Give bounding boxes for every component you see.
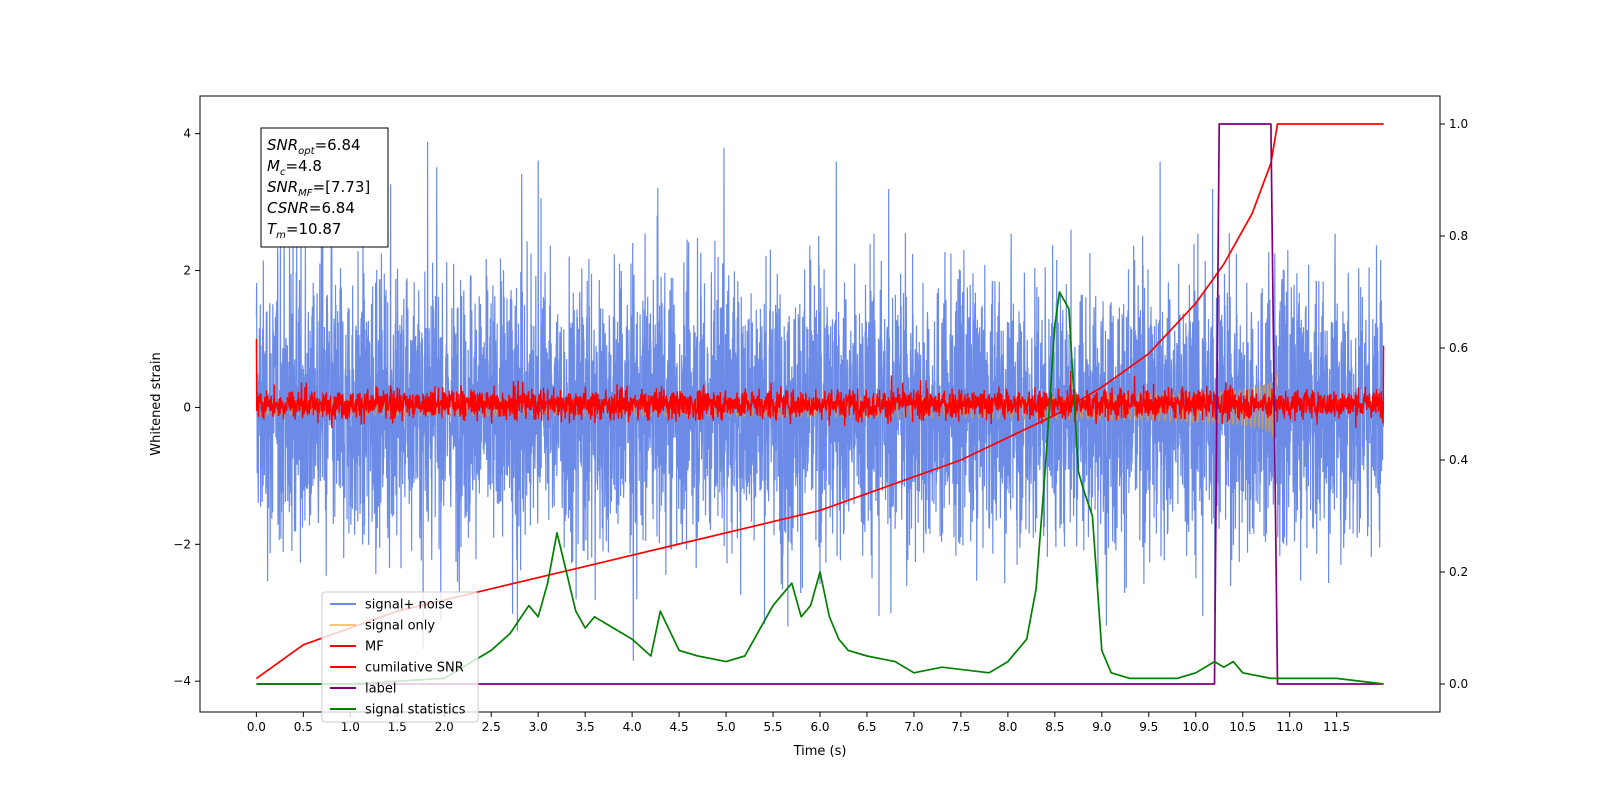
x-axis: 0.0 0.5 1.0 1.5 2.0 2.5 3.0 3.5 4.0 4.5 5.0 5.5 6.0 6… xyxy=(247,712,1350,734)
series-mf xyxy=(255,338,1385,429)
series-mf-line xyxy=(255,338,1385,429)
y2-tick-label: 0.8 xyxy=(1449,229,1468,243)
series-signal-noise-line xyxy=(255,141,1385,661)
y2-tick-label: 1.0 xyxy=(1449,117,1468,131)
x-axis-label: Time (s) xyxy=(793,744,847,759)
legend-entry: cumilative SNR xyxy=(365,661,464,676)
x-tick-label: 6.5 xyxy=(857,720,876,734)
x-tick-label: 1.0 xyxy=(341,720,360,734)
annotation-frame xyxy=(260,127,389,248)
series-signal-statistics xyxy=(256,291,1384,685)
x-tick-label: 5.5 xyxy=(763,720,782,734)
legend-entry: signal statistics xyxy=(365,703,466,718)
y2-tick-label: 0.2 xyxy=(1449,565,1468,579)
series-signal-statistics-line xyxy=(256,291,1384,685)
x-tick-label: 10.5 xyxy=(1229,720,1256,734)
legend-entry: signal only xyxy=(365,619,435,634)
y-tick-label: −2 xyxy=(173,537,191,551)
x-tick-label: 5.0 xyxy=(717,720,736,734)
y2-tick-label: 0.4 xyxy=(1449,453,1468,467)
x-tick-label: 6.0 xyxy=(810,720,829,734)
y-tick-label: 0 xyxy=(183,400,191,414)
y-axis-label: Whitened strain xyxy=(149,352,164,455)
legend: signal+ noise signal only MF cumilative SNR… xyxy=(321,591,479,723)
x-tick-label: 2.5 xyxy=(482,720,501,734)
x-tick-label: 4.5 xyxy=(670,720,689,734)
legend-frame xyxy=(321,591,479,723)
y2-tick-label: 0.6 xyxy=(1449,341,1468,355)
x-tick-label: 1.5 xyxy=(388,720,407,734)
x-tick-label: 0.5 xyxy=(294,720,313,734)
y-tick-label: 4 xyxy=(183,127,191,141)
x-tick-label: 3.5 xyxy=(576,720,595,734)
series-label-line xyxy=(256,123,1384,685)
series-label xyxy=(256,123,1384,685)
x-tick-label: 3.0 xyxy=(529,720,548,734)
x-tick-label: 9.0 xyxy=(1092,720,1111,734)
annotation-line: SNRMF=[7.73] xyxy=(267,178,370,199)
legend-entry: signal+ noise xyxy=(365,598,453,613)
annotation-line: Tm=10.87 xyxy=(267,220,341,241)
y-axis-right: 1.0 0.8 0.6 0.4 0.2 0.0 xyxy=(1440,117,1468,691)
x-tick-label: 2.0 xyxy=(435,720,454,734)
x-tick-label: 7.5 xyxy=(951,720,970,734)
x-tick-label: 8.5 xyxy=(1045,720,1064,734)
legend-entry: label xyxy=(365,682,396,697)
y-tick-label: −4 xyxy=(173,674,191,688)
x-tick-label: 0.0 xyxy=(247,720,266,734)
x-tick-label: 8.0 xyxy=(998,720,1017,734)
x-tick-label: 4.0 xyxy=(623,720,642,734)
y-tick-label: 2 xyxy=(183,264,191,278)
annotation-line: SNRopt=6.84 xyxy=(267,136,361,157)
x-tick-label: 9.5 xyxy=(1139,720,1158,734)
annotation-line: Mc=4.8 xyxy=(267,157,322,178)
x-tick-label: 11.5 xyxy=(1323,720,1350,734)
annotation-line: CSNR=6.84 xyxy=(267,199,355,217)
x-tick-label: 7.0 xyxy=(904,720,923,734)
series-signal-noise xyxy=(255,141,1385,661)
legend-entry: MF xyxy=(365,640,384,655)
x-tick-label: 11.0 xyxy=(1276,720,1303,734)
x-tick-label: 10.0 xyxy=(1182,720,1209,734)
y-axis-left: 4 2 0 −2 −4 xyxy=(173,127,200,688)
y2-tick-label: 0.0 xyxy=(1449,677,1468,691)
